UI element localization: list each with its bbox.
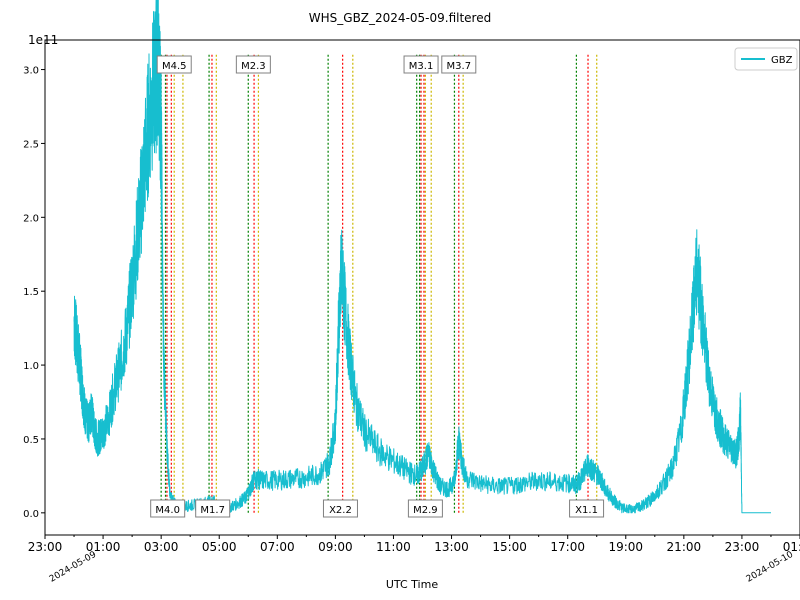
x-tick-label: 19:00 <box>608 540 643 554</box>
flare-label: M2.3 <box>241 61 266 72</box>
x-tick-label: 13:00 <box>434 540 469 554</box>
flare-label-box <box>156 55 192 74</box>
flare-label-box <box>150 499 186 518</box>
x-tick-label: 05:00 <box>202 540 237 554</box>
flare-label-box <box>322 499 358 518</box>
x-tick-label: 03:00 <box>144 540 179 554</box>
flare-boxes: M4.5 M4.0 M1.7 M2.3 X2.2 M3.1 M2.9 M3.7 X1.1 <box>150 55 605 518</box>
legend-box <box>734 47 798 71</box>
flare-label-box <box>441 55 477 74</box>
flare-label-box <box>407 499 443 518</box>
flare-label: M2.9 <box>413 505 438 516</box>
y-tick-label: 0.5 <box>23 435 39 446</box>
x-tick-label: 01:00 <box>86 540 121 554</box>
x-tick-label: 23:00 <box>725 540 760 554</box>
flare-label-box <box>403 55 439 74</box>
x-tick-label: 01:00 <box>783 540 800 554</box>
date-label: 2024-05-09 <box>48 550 99 585</box>
flare-label: X2.2 <box>329 505 352 516</box>
y-tick-label: 1.0 <box>23 361 39 372</box>
x-tick-label: 21:00 <box>667 540 702 554</box>
x-tick-label: 07:00 <box>260 540 295 554</box>
chart-title: WHS_GBZ_2024-05-09.filtered <box>309 11 491 25</box>
y-tick-label: 2.0 <box>23 213 39 224</box>
x-tick-label: 15:00 <box>492 540 527 554</box>
flare-lines <box>160 54 598 513</box>
flare-label-box <box>569 499 605 518</box>
y-tick-label: 2.5 <box>23 139 39 150</box>
x-axis-label: UTC Time <box>386 578 438 591</box>
series-line <box>73 0 772 514</box>
y-tick-label: 3.0 <box>23 66 39 77</box>
flare-label-box <box>195 499 231 518</box>
y-tick-label: 0.0 <box>23 509 39 520</box>
legend: GBZ <box>734 47 798 71</box>
flare-label: M4.5 <box>162 61 187 72</box>
y-axis: 0.0 0.5 1.0 1.5 2.0 2.5 3.0 <box>23 66 45 520</box>
date-label: 2024-05-10 <box>745 550 796 585</box>
y-tick-label: 1.5 <box>23 287 39 298</box>
x-tick-label: 11:00 <box>376 540 411 554</box>
legend-label: GBZ <box>771 55 793 66</box>
x-tick-label: 23:00 <box>28 540 63 554</box>
flare-label: M3.1 <box>409 61 434 72</box>
series-layer <box>73 0 772 514</box>
flare-label: M3.7 <box>447 61 472 72</box>
y-scale-label: 1e11 <box>28 33 58 47</box>
x-tick-label: 09:00 <box>318 540 353 554</box>
flare-label-box <box>235 55 271 74</box>
flare-label: M1.7 <box>200 505 225 516</box>
flare-label: X1.1 <box>575 505 598 516</box>
flare-label: M4.0 <box>155 505 180 516</box>
x-tick-label: 17:00 <box>550 540 585 554</box>
